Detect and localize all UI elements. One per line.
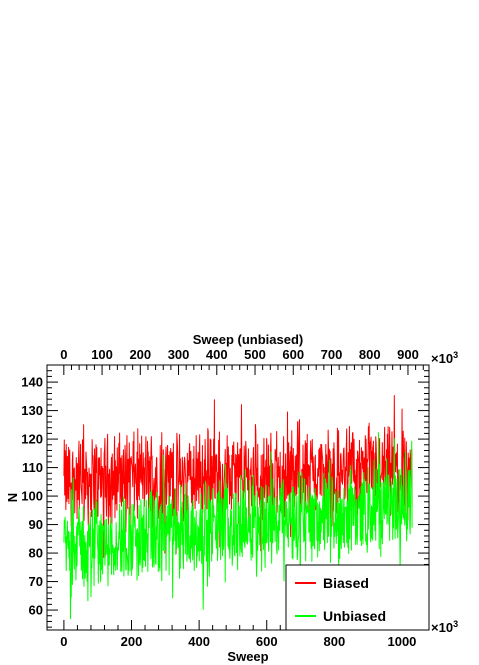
y-tick-label: 60	[29, 603, 43, 618]
y-tick-label: 70	[29, 574, 43, 589]
series-line-unbiased	[63, 432, 413, 620]
x2-axis-title: Sweep (unbiased)	[193, 332, 304, 347]
x2-tick-label: 900	[397, 347, 419, 362]
x2-tick-label: 300	[168, 347, 190, 362]
x-tick-label: 0	[60, 634, 67, 649]
axes-group: 0 200 400 600 800 1000 0 100 200 300 400 500 600 700 8…	[21, 347, 430, 649]
x2-tick-label: 200	[129, 347, 151, 362]
y-tick-label: 130	[21, 403, 43, 418]
y-tick-label: 90	[29, 517, 43, 532]
x2-tick-label: 800	[359, 347, 381, 362]
y-tick-label: 120	[21, 432, 43, 447]
legend-box	[285, 564, 430, 631]
x2-tick-label: 700	[321, 347, 343, 362]
legend-label-biased: Biased	[323, 575, 369, 591]
series-group	[63, 395, 413, 620]
x-tick-label: 400	[188, 634, 210, 649]
x2-tick-label: 400	[206, 347, 228, 362]
series-line-biased	[63, 395, 413, 558]
y-tick-label: 110	[22, 460, 43, 475]
legend-label-unbiased: Unbiased	[323, 608, 386, 624]
x-axis-title: Sweep	[227, 649, 268, 664]
x2-axis-exponent: ×103	[431, 350, 458, 366]
y-tick-label: 80	[29, 546, 43, 561]
y-tick-label: 100	[21, 489, 43, 504]
plot-frame	[46, 364, 430, 631]
x2-tick-label: 500	[244, 347, 266, 362]
legend: Biased Unbiased	[285, 564, 430, 631]
x-tick-label: 600	[256, 634, 278, 649]
x2-tick-label: 100	[91, 347, 113, 362]
x2-tick-label: 600	[282, 347, 304, 362]
x-tick-label: 800	[323, 634, 345, 649]
x-axis-exponent: ×103	[431, 619, 458, 635]
x-tick-label: 1000	[387, 634, 416, 649]
x2-tick-label: 0	[60, 347, 67, 362]
y-tick-label: 140	[21, 375, 43, 390]
y-axis-title: N	[5, 493, 20, 502]
x-tick-label: 200	[121, 634, 143, 649]
